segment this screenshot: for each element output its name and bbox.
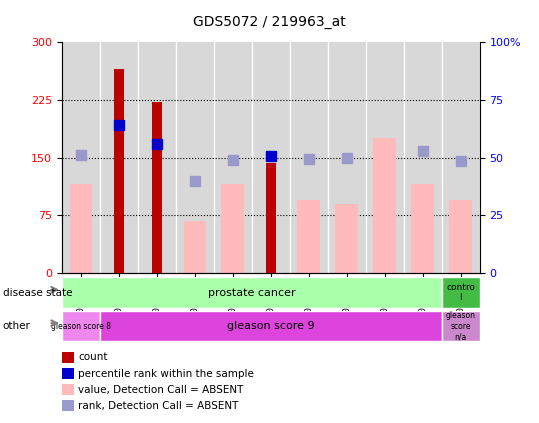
Text: count: count	[78, 352, 108, 363]
Bar	[374, 138, 396, 273]
Text: other: other	[3, 321, 31, 331]
Bar	[335, 204, 358, 273]
Text: prostate cancer: prostate cancer	[208, 288, 296, 298]
Bar	[114, 69, 125, 273]
Bar	[450, 200, 472, 273]
Text: disease state: disease state	[3, 288, 72, 298]
Bar	[442, 277, 480, 308]
Text: gleason
score
n/a: gleason score n/a	[446, 311, 476, 341]
Text: gleason score 9: gleason score 9	[227, 321, 315, 331]
Bar	[100, 311, 442, 341]
Bar	[62, 311, 100, 341]
Bar	[222, 184, 244, 273]
Bar	[70, 184, 92, 273]
Text: value, Detection Call = ABSENT: value, Detection Call = ABSENT	[78, 385, 244, 395]
Text: gleason score 8: gleason score 8	[51, 321, 111, 331]
Bar	[151, 102, 162, 273]
Bar	[266, 163, 276, 273]
Bar	[183, 221, 206, 273]
Text: GDS5072 / 219963_at: GDS5072 / 219963_at	[193, 15, 346, 29]
Text: percentile rank within the sample: percentile rank within the sample	[78, 368, 254, 379]
Text: rank, Detection Call = ABSENT: rank, Detection Call = ABSENT	[78, 401, 239, 411]
Bar	[411, 184, 434, 273]
Bar	[298, 200, 320, 273]
Text: contro
l: contro l	[446, 283, 475, 302]
Bar	[442, 311, 480, 341]
